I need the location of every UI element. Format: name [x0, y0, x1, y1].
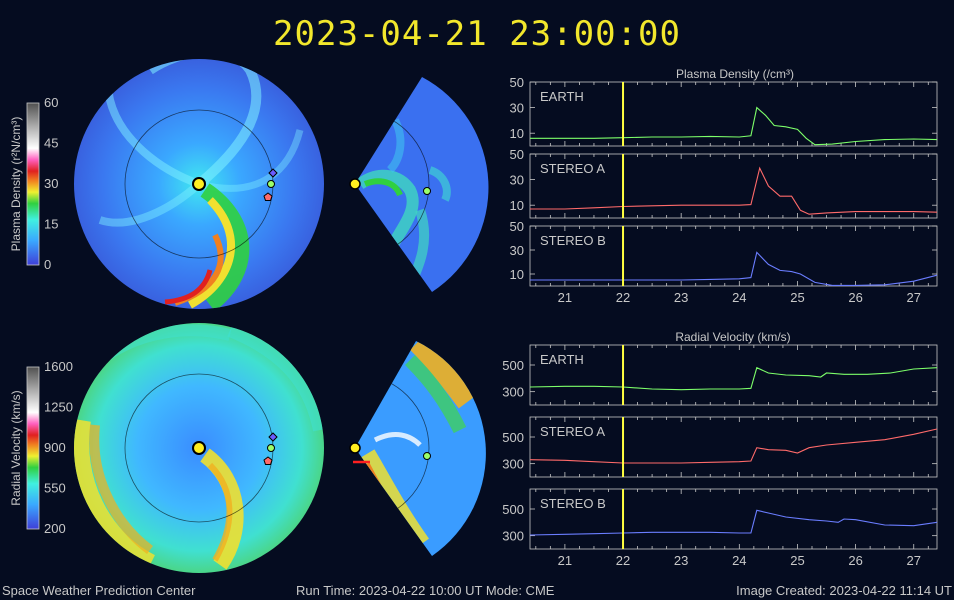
spacecraft-markers-density — [263, 168, 431, 201]
velocity-colorbar-label: Radial Velocity (km/s) — [9, 390, 23, 505]
x-tick-label: 25 — [790, 290, 804, 305]
panel-frame — [529, 344, 938, 406]
y-tick-label: 10 — [510, 267, 524, 282]
colorbar-tick-label: 1600 — [44, 359, 73, 374]
y-tick-label: 50 — [510, 147, 524, 162]
spacecraft-markers-velocity — [263, 432, 431, 465]
series-line-stereo-a — [530, 166, 938, 215]
x-tick-label: 23 — [674, 290, 688, 305]
colorbar-tick-label: 900 — [44, 440, 66, 455]
y-tick-label: 30 — [510, 173, 524, 188]
density-colorbar-ticks: 60 45 30 15 0 — [44, 95, 58, 272]
velocity-timeseries-chart: 500 300 EARTH 500 300 STEREO A 500 300 STEREO B 2… — [502, 344, 938, 568]
density-timeseries-chart: 50 30 10 EARTH 50 30 10 STEREO A 50 30 10 STEREO B 2… — [510, 75, 938, 305]
velocity-colorbar — [26, 366, 40, 530]
y-tick-label: 50 — [510, 75, 524, 90]
y-tick-label: 10 — [510, 198, 524, 213]
y-tick-label: 500 — [502, 358, 524, 373]
panel-frame — [529, 416, 938, 478]
x-tick-label: 22 — [616, 553, 630, 568]
timeseries-panel: 500 300 EARTH — [502, 344, 938, 406]
y-tick-label: 300 — [502, 529, 524, 544]
y-tick-label: 30 — [510, 243, 524, 258]
x-tick-label: 27 — [907, 290, 921, 305]
colorbar-tick-label: 1250 — [44, 400, 73, 415]
x-tick-label: 23 — [674, 553, 688, 568]
panel-frame — [529, 488, 938, 550]
panel-frame — [529, 153, 938, 219]
sun-marker-density — [192, 177, 206, 191]
colorbar-tick-label: 200 — [44, 521, 66, 536]
panel-frame — [529, 81, 938, 147]
timeseries-panel: 50 30 10 STEREO A — [510, 147, 938, 219]
colorbar-tick-label: 45 — [44, 136, 58, 151]
timestamp-title: 2023-04-21 23:00:00 — [273, 14, 681, 54]
colorbar-tick-label: 15 — [44, 217, 58, 232]
series-line-earth — [530, 106, 938, 146]
x-tick-label: 21 — [558, 553, 572, 568]
y-tick-label: 300 — [502, 385, 524, 400]
footer-image-created: Image Created: 2023-04-22 11:14 UT — [736, 583, 952, 598]
x-tick-label: 25 — [790, 553, 804, 568]
panel-frame — [529, 225, 938, 287]
density-colorbar-label: Plasma Density (r²N/cm³) — [9, 117, 23, 252]
footer-run-time: Run Time: 2023-04-22 10:00 UT Mode: CME — [296, 583, 555, 598]
y-tick-label: 300 — [502, 457, 524, 472]
series-line-earth — [529, 366, 938, 391]
colorbar-tick-label: 30 — [44, 176, 58, 191]
panel-label: EARTH — [540, 89, 584, 104]
x-tick-label: 24 — [732, 290, 746, 305]
timeseries-panel: 50 30 10 STEREO B — [510, 219, 938, 287]
series-line-stereo-b — [530, 251, 938, 286]
panel-label: EARTH — [540, 352, 584, 367]
density-meridional-wedge — [355, 77, 489, 292]
y-tick-label: 500 — [502, 430, 524, 445]
colorbar-tick-label: 0 — [44, 257, 51, 272]
panel-label: STEREO A — [540, 424, 605, 439]
sun-marker-density-wedge — [349, 178, 361, 190]
x-tick-label: 21 — [558, 290, 572, 305]
x-tick-label: 26 — [848, 553, 862, 568]
x-tick-label: 26 — [848, 290, 862, 305]
timeseries-panel: 500 300 STEREO A — [502, 416, 938, 478]
panel-label: STEREO A — [540, 161, 605, 176]
series-line-stereo-b — [529, 509, 938, 536]
velocity-colorbar-ticks: 1600 1250 900 550 200 — [44, 359, 73, 536]
panel-label: STEREO B — [540, 233, 606, 248]
colorbar-tick-label: 550 — [44, 481, 66, 496]
x-tick-label: 27 — [907, 553, 921, 568]
density-chart-title: Plasma Density (/cm³) — [676, 67, 794, 81]
y-tick-label: 30 — [510, 101, 524, 116]
sun-marker-velocity-wedge — [349, 442, 361, 454]
velocity-chart-title: Radial Velocity (km/s) — [675, 330, 790, 344]
y-tick-label: 10 — [510, 126, 524, 141]
x-tick-label: 24 — [732, 553, 746, 568]
timeseries-panel: 50 30 10 EARTH — [510, 75, 938, 147]
panel-label: STEREO B — [540, 496, 606, 511]
x-tick-label: 22 — [616, 290, 630, 305]
timeseries-panel: 500 300 STEREO B — [502, 488, 938, 550]
y-tick-label: 500 — [502, 502, 524, 517]
sun-marker-velocity — [192, 441, 206, 455]
density-colorbar — [26, 102, 40, 266]
footer-organization: Space Weather Prediction Center — [2, 583, 196, 598]
colorbar-tick-label: 60 — [44, 95, 58, 110]
y-tick-label: 50 — [510, 219, 524, 234]
